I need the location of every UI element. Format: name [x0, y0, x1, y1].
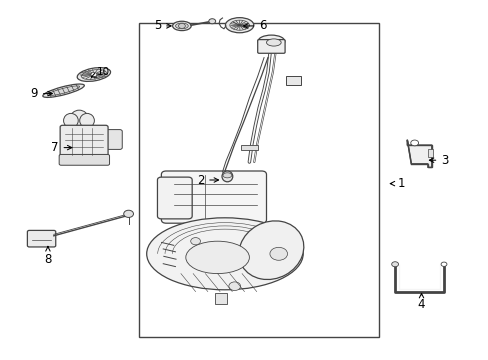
Text: 2: 2	[196, 174, 218, 186]
Circle shape	[228, 282, 240, 291]
FancyBboxPatch shape	[59, 154, 109, 165]
Bar	[70, 126, 88, 135]
Ellipse shape	[185, 241, 249, 274]
Bar	[80, 128, 94, 137]
Bar	[63, 128, 78, 137]
Text: 5: 5	[153, 19, 171, 32]
Ellipse shape	[239, 221, 303, 279]
Ellipse shape	[77, 68, 110, 81]
Ellipse shape	[63, 113, 78, 128]
Bar	[240, 145, 258, 150]
Text: 4: 4	[417, 293, 425, 311]
Polygon shape	[407, 140, 431, 167]
Ellipse shape	[222, 171, 232, 182]
Circle shape	[123, 210, 133, 217]
Bar	[285, 76, 300, 85]
Circle shape	[178, 23, 185, 28]
Ellipse shape	[43, 84, 84, 98]
FancyBboxPatch shape	[102, 130, 122, 149]
Text: 9: 9	[30, 87, 52, 100]
Ellipse shape	[223, 173, 231, 178]
Ellipse shape	[81, 69, 106, 80]
Ellipse shape	[172, 21, 191, 31]
Ellipse shape	[146, 218, 303, 290]
Text: 8: 8	[44, 247, 52, 266]
Ellipse shape	[70, 110, 88, 126]
Circle shape	[440, 262, 446, 266]
Circle shape	[91, 72, 97, 77]
Ellipse shape	[225, 18, 253, 33]
Ellipse shape	[80, 113, 94, 128]
Ellipse shape	[266, 39, 281, 46]
Text: 3: 3	[428, 154, 448, 167]
Circle shape	[410, 140, 418, 146]
Text: 10: 10	[91, 67, 110, 77]
Text: 6: 6	[243, 19, 266, 32]
Circle shape	[269, 247, 287, 260]
Ellipse shape	[47, 86, 80, 95]
Bar	[427, 149, 432, 157]
Ellipse shape	[229, 20, 249, 30]
FancyBboxPatch shape	[161, 171, 266, 223]
Text: 7: 7	[51, 141, 72, 154]
FancyBboxPatch shape	[60, 125, 108, 158]
FancyBboxPatch shape	[27, 230, 56, 247]
FancyBboxPatch shape	[157, 177, 192, 219]
Circle shape	[391, 262, 398, 267]
Text: 1: 1	[389, 177, 404, 190]
FancyBboxPatch shape	[257, 40, 285, 53]
Bar	[215, 293, 227, 304]
Bar	[139, 23, 378, 337]
Circle shape	[208, 19, 215, 24]
Circle shape	[190, 238, 200, 245]
Ellipse shape	[175, 23, 188, 29]
Ellipse shape	[258, 35, 284, 48]
